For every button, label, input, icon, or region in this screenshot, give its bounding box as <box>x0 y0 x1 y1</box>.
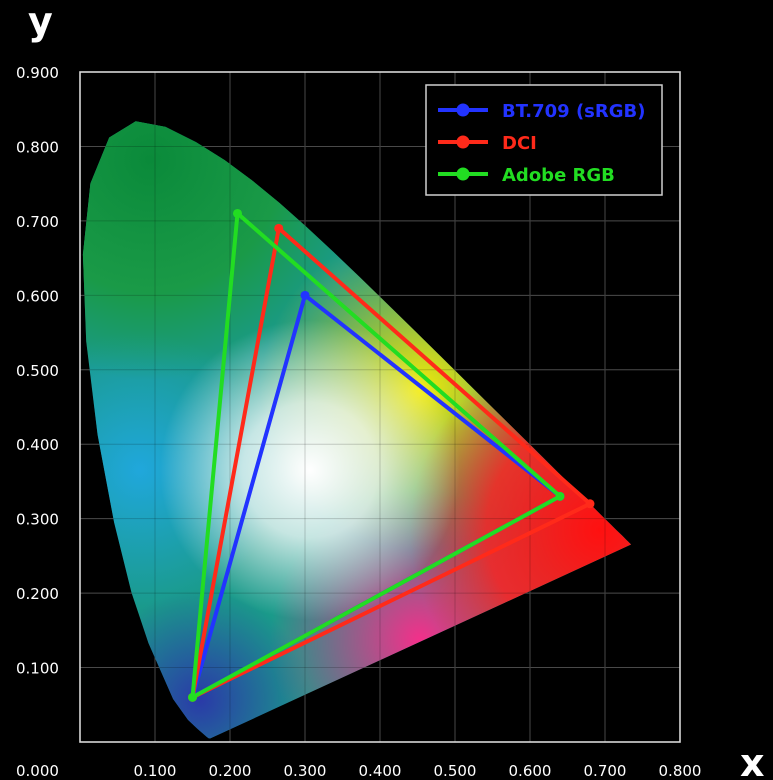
y-tick-label: 0.600 <box>16 287 59 305</box>
primary-point <box>555 491 565 501</box>
legend: BT.709 (sRGB) DCI Adobe RGB <box>425 84 663 196</box>
y-tick-label: 0.200 <box>16 585 59 603</box>
legend-marker <box>456 103 470 117</box>
y-tick-label: 0.700 <box>16 213 59 231</box>
gamut-triangles <box>188 208 595 702</box>
x-tick-label: 0.700 <box>584 762 627 780</box>
primary-point <box>585 499 595 509</box>
x-tick-labels: 0.100 0.200 0.300 0.400 0.500 0.600 0.700 0.800 <box>134 762 702 780</box>
plot-frame <box>79 71 681 743</box>
primary-point <box>300 290 310 300</box>
legend-label: BT.709 (sRGB) <box>502 101 645 122</box>
x-tick-label: 0.100 <box>134 762 177 780</box>
primary-point <box>233 208 242 218</box>
gamut-triangle <box>190 211 562 700</box>
gamut-triangle <box>190 226 592 700</box>
y-axis-label: y <box>28 0 53 43</box>
legend-marker <box>456 135 470 149</box>
y-tick-labels: 0.000 0.100 0.200 0.300 0.400 0.500 0.600 0.700… <box>16 64 59 780</box>
x-tick-label: 0.500 <box>434 762 477 780</box>
x-tick-label: 0.600 <box>509 762 552 780</box>
y-tick-label: 0.300 <box>16 511 59 529</box>
y-tick-label: 0.400 <box>16 436 59 454</box>
y-tick-label: 0.000 <box>16 762 59 780</box>
x-axis-label: x <box>740 741 765 780</box>
y-tick-label: 0.800 <box>16 138 59 156</box>
legend-label: DCI <box>502 133 537 154</box>
x-tick-label: 0.300 <box>284 762 327 780</box>
legend-label: Adobe RGB <box>502 165 615 186</box>
y-tick-label: 0.900 <box>16 64 59 82</box>
legend-marker <box>456 167 470 181</box>
x-tick-label: 0.200 <box>209 762 252 780</box>
y-tick-label: 0.500 <box>16 362 59 380</box>
x-tick-label: 0.400 <box>359 762 402 780</box>
y-tick-label: 0.100 <box>16 660 59 678</box>
primary-point <box>274 223 284 233</box>
x-tick-label: 0.800 <box>659 762 702 780</box>
primary-point <box>188 692 197 702</box>
